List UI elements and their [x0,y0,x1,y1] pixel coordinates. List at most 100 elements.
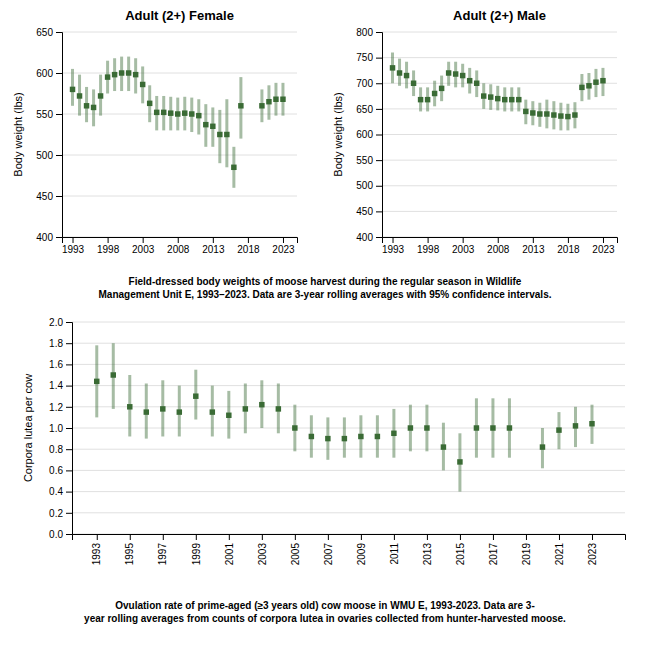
point [182,110,187,115]
series [94,343,595,491]
x-tick-label: 2008 [167,244,190,255]
caption: Field-dressed body weights of moose harv… [99,276,552,300]
grid-line [382,57,617,58]
point [425,97,430,102]
y-tick-mark [376,211,382,212]
point [226,413,231,418]
x-tick-mark [428,237,429,243]
x-tick-label: 2023 [587,543,598,566]
point [397,70,402,75]
x-axis: 1993199519971999200120032005200720092011… [73,534,626,565]
y-tick-mark [66,364,72,365]
grid-line [72,364,625,365]
title: Adult (2+) Male [453,8,546,23]
point [193,393,198,398]
grid-line [72,470,625,471]
point [424,425,429,430]
x-axis-line [73,535,626,541]
point [144,409,149,414]
point [119,70,124,75]
x-tick: 2009 [356,534,367,565]
point [551,112,556,117]
point [111,372,116,377]
y-tick-mark [376,186,382,187]
point [358,434,363,439]
x-tick: 2021 [554,534,565,565]
series [390,53,606,131]
y-tick: 550 [356,155,382,166]
x-tick-mark [248,237,249,243]
point [375,434,380,439]
x-tick-label: 2015 [455,543,466,566]
x-tick-mark [592,534,593,540]
point [154,110,159,115]
x-tick: 2013 [522,237,545,255]
caption-line: Field-dressed body weights of moose harv… [129,276,522,287]
point [540,444,545,449]
y-tick: 600 [36,68,62,79]
x-tick: 1998 [417,237,440,255]
x-tick-label: 2018 [237,244,260,255]
x-tick-mark [498,237,499,243]
point [210,409,215,414]
point [565,114,570,119]
y-tick: 0.0 [49,529,72,540]
y-tick-label: 800 [356,27,373,38]
point [523,109,528,114]
y-tick-label: 0.2 [49,508,63,519]
point [509,97,514,102]
point [537,111,542,116]
x-tick: 2023 [272,237,295,255]
y-tick: 400 [36,232,62,243]
point [481,93,486,98]
y-axis-label: Corpora lutea per cow [22,374,34,482]
y-tick-mark [66,492,72,493]
point [91,105,96,110]
y-tick-label: 450 [36,191,53,202]
y-tick-label: 400 [36,232,53,243]
point [224,132,229,137]
y-tick: 0.2 [49,508,72,519]
point [474,81,479,86]
point [196,113,201,118]
y-tick-label: 0.0 [49,529,63,540]
marks [390,53,606,131]
y-tick-mark [376,237,382,238]
y-tick: 1.4 [49,380,72,391]
x-tick-mark [178,237,179,243]
point [586,83,591,88]
x-tick-label: 2003 [257,543,268,566]
x-tick: 2015 [455,534,466,565]
x-tick: 1993 [62,237,85,255]
x-tick-mark [213,237,214,243]
y-tick-label: 1.6 [49,359,63,370]
y-tick: 450 [356,206,382,217]
x-tick-mark [603,237,604,243]
y-tick-mark [66,534,72,535]
point [70,87,75,92]
point [266,99,271,104]
x-tick: 2018 [237,237,260,255]
point [593,79,598,84]
grid-line [72,343,625,344]
y-tick: 2.0 [49,317,72,328]
point [516,97,521,102]
y-axis-label: Body weight (lbs) [332,92,344,176]
y-tick-label: 600 [36,68,53,79]
x-tick-mark [361,534,362,540]
y-tick: 1.0 [49,423,72,434]
y-tick: 450 [36,191,62,202]
y-tick-label: 550 [356,155,373,166]
x-tick: 1995 [124,534,135,565]
y-tick-mark [376,58,382,59]
x-tick: 2003 [257,534,268,565]
point [390,65,395,70]
point [460,73,465,78]
point [160,406,165,411]
x-tick: 2005 [290,534,301,565]
y-tick-mark [56,155,62,156]
y-tick-label: 2.0 [49,317,63,328]
caption-line: year rolling averages from counts of cor… [84,613,566,624]
point [530,110,535,115]
grid-line [62,155,297,156]
